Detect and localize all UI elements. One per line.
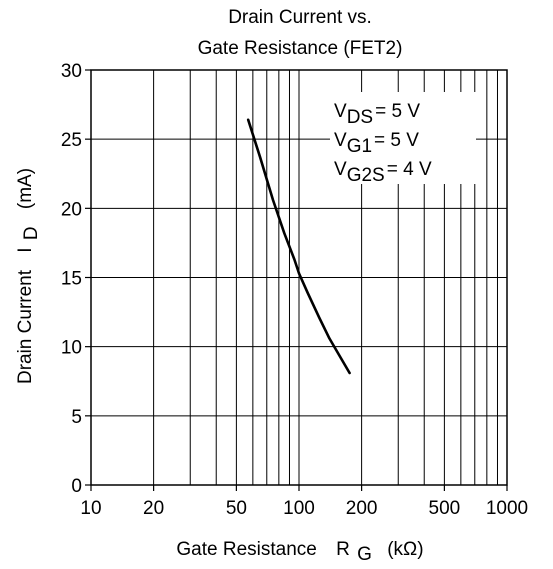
condition-text: VG1 = 5 V: [334, 130, 419, 157]
x-axis-label-main: Gate Resistance: [176, 539, 316, 560]
x-tick-label: 10: [80, 498, 101, 519]
x-axis-label: Gate Resistance R G (kΩ): [176, 539, 423, 564]
condition-text: VDS = 5 V: [334, 101, 420, 128]
x-axis-label-unit: (kΩ): [387, 539, 423, 560]
axes: [85, 69, 508, 491]
x-tick-label: 500: [429, 498, 461, 519]
x-axis-label-subscript: G: [357, 544, 372, 564]
condition-subscript: G1: [347, 136, 372, 157]
condition-value: = 4 V: [387, 159, 432, 180]
condition-symbol: V: [334, 130, 347, 151]
y-axis-label-main: Drain Current: [15, 269, 36, 384]
y-tick-label: 30: [61, 61, 82, 82]
x-tick-label: 50: [226, 498, 247, 519]
condition-subscript: G2S: [347, 165, 385, 186]
y-axis-label: Drain Current I D (mA): [15, 168, 42, 384]
x-axis-label-symbol: R: [336, 539, 350, 560]
chart-title-line-2: Gate Resistance (FET2): [198, 38, 403, 59]
condition-symbol: V: [334, 159, 347, 180]
x-tick-label: 20: [143, 498, 164, 519]
x-tick-label: 1000: [486, 498, 528, 519]
condition-value: = 5 V: [374, 130, 419, 151]
y-tick-label: 0: [71, 476, 82, 497]
condition-symbol: V: [334, 101, 347, 122]
y-tick-label: 10: [61, 338, 82, 359]
y-tick-label: 15: [61, 269, 82, 290]
y-tick-label: 20: [61, 199, 82, 220]
y-tick-label: 5: [71, 407, 82, 428]
y-axis-label-unit: (mA): [15, 168, 36, 209]
condition-subscript: DS: [347, 107, 373, 128]
series-layer: [246, 118, 351, 375]
chart-title-line-1: Drain Current vs.: [228, 7, 372, 28]
y-axis-label-symbol: I: [15, 247, 36, 252]
condition-text: VG2S = 4 V: [334, 159, 432, 186]
y-tick-label: 25: [61, 130, 82, 151]
series-line: [246, 118, 351, 375]
tick-labels: 0 5 10 15 20 25 30 10 20 50 100 200 500 1000: [61, 61, 528, 519]
x-tick-label: 100: [283, 498, 315, 519]
conditions-box-background: [330, 92, 476, 184]
x-tick-label: 200: [346, 498, 378, 519]
condition-value: = 5 V: [375, 101, 420, 122]
y-axis-label-subscript: D: [21, 226, 42, 240]
